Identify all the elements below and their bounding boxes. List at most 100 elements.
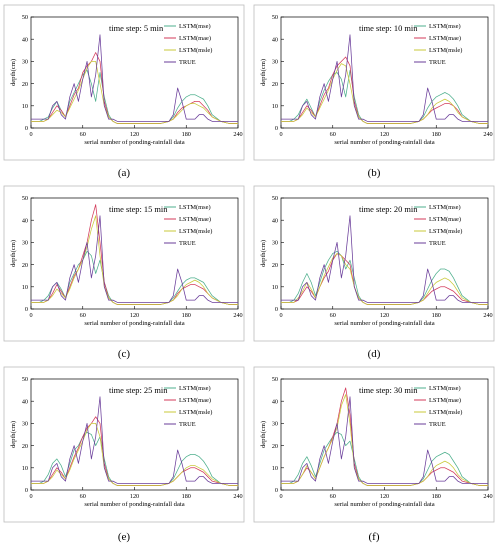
x-axis-label: serial number of ponding-rainfall data <box>334 320 434 327</box>
x-tick-label: 60 <box>80 493 86 500</box>
chart-panel: 0 10 20 30 40 50 0 60 120 180 240 serial number of … <box>3 185 245 342</box>
y-axis-label: depth(cm) <box>260 421 267 448</box>
y-axis-label: depth(cm) <box>10 421 17 448</box>
y-tick-label: 10 <box>22 284 28 291</box>
y-tick-label: 0 <box>275 487 278 494</box>
time-step-annotation: time step: 30 min <box>359 386 418 395</box>
legend-entry: LSTM(mse) <box>429 204 461 211</box>
chart-panel: 0 10 20 30 40 50 0 60 120 180 240 serial number of … <box>253 4 495 161</box>
x-tick-label: 60 <box>330 131 336 138</box>
y-tick-label: 20 <box>22 262 28 269</box>
x-tick-label: 120 <box>130 131 139 138</box>
series-line <box>281 215 488 303</box>
y-tick-label: 0 <box>25 125 28 132</box>
legend-entry: LSTM(msle) <box>429 47 462 54</box>
panel-frame <box>3 4 245 161</box>
y-tick-label: 50 <box>22 376 28 383</box>
x-tick-label: 240 <box>483 312 492 319</box>
panel-label: (d) <box>368 348 381 360</box>
x-axis-label: serial number of ponding-rainfall data <box>334 501 434 508</box>
series-group <box>281 387 488 486</box>
legend-entry: LSTM(mse) <box>429 23 461 30</box>
series-line <box>281 396 488 484</box>
x-tick-label: 120 <box>130 312 139 319</box>
y-tick-label: 20 <box>272 262 278 269</box>
series-line <box>31 423 238 486</box>
y-axis-label: depth(cm) <box>260 59 267 86</box>
y-tick-label: 0 <box>275 306 278 313</box>
legend-entry: LSTM(mse) <box>179 204 211 211</box>
legend-entry: TRUE <box>179 240 196 247</box>
series-group <box>281 215 488 305</box>
y-tick-label: 30 <box>22 240 28 247</box>
y-tick-label: 20 <box>22 443 28 450</box>
x-tick-label: 180 <box>432 312 441 319</box>
y-tick-label: 40 <box>22 398 28 405</box>
x-tick-label: 60 <box>330 493 336 500</box>
panel-frame <box>3 366 245 523</box>
x-tick-label: 180 <box>182 131 191 138</box>
series-group <box>31 204 238 305</box>
x-tick-label: 60 <box>80 131 86 138</box>
y-tick-label: 50 <box>272 195 278 202</box>
legend-entry: LSTM(msle) <box>179 409 212 416</box>
y-tick-label: 30 <box>272 240 278 247</box>
series-line <box>31 61 238 124</box>
x-tick-label: 240 <box>233 131 242 138</box>
legend-entry: TRUE <box>179 421 196 428</box>
legend-entry: LSTM(mse) <box>179 23 211 30</box>
y-tick-label: 0 <box>275 125 278 132</box>
x-tick-label: 240 <box>233 493 242 500</box>
panel-label: (b) <box>368 167 381 179</box>
legend-entry: LSTM(msle) <box>429 228 462 235</box>
x-tick-label: 120 <box>380 131 389 138</box>
series-line <box>31 34 238 122</box>
chart-panel: 0 10 20 30 40 50 0 60 120 180 240 serial number of … <box>3 4 245 161</box>
chart-panel: 0 10 20 30 40 50 0 60 120 180 240 serial number of … <box>253 185 495 342</box>
y-tick-label: 10 <box>22 465 28 472</box>
y-tick-label: 40 <box>272 217 278 224</box>
x-axis-label: serial number of ponding-rainfall data <box>334 139 434 146</box>
series-line <box>31 215 238 303</box>
series-line <box>31 396 238 484</box>
x-tick-label: 120 <box>380 493 389 500</box>
y-tick-label: 50 <box>272 376 278 383</box>
panel-label: (c) <box>118 348 131 360</box>
panel-label: (e) <box>118 531 131 543</box>
panel-frame <box>253 4 495 161</box>
y-tick-label: 10 <box>22 103 28 110</box>
x-axis-label: serial number of ponding-rainfall data <box>84 320 184 327</box>
series-group <box>281 34 488 124</box>
x-tick-label: 0 <box>279 312 282 319</box>
x-tick-label: 0 <box>29 493 32 500</box>
time-step-annotation: time step: 25 min <box>109 386 168 395</box>
chart-panel: 0 10 20 30 40 50 0 60 120 180 240 serial number of … <box>253 366 495 523</box>
y-tick-label: 20 <box>22 81 28 88</box>
y-tick-label: 50 <box>22 195 28 202</box>
time-step-annotation: time step: 15 min <box>109 205 168 214</box>
x-tick-label: 120 <box>380 312 389 319</box>
y-tick-label: 50 <box>272 14 278 21</box>
series-group <box>31 34 238 124</box>
legend-entry: TRUE <box>429 59 446 66</box>
series-line <box>281 63 488 124</box>
x-axis-label: serial number of ponding-rainfall data <box>84 139 184 146</box>
legend-entry: LSTM(mae) <box>179 397 211 404</box>
y-tick-label: 0 <box>25 487 28 494</box>
x-tick-label: 240 <box>483 493 492 500</box>
x-axis-label: serial number of ponding-rainfall data <box>84 501 184 508</box>
legend-entry: LSTM(mse) <box>179 385 211 392</box>
y-tick-label: 30 <box>272 421 278 428</box>
legend-entry: LSTM(mae) <box>179 216 211 223</box>
legend-entry: TRUE <box>179 59 196 66</box>
y-axis-label: depth(cm) <box>10 59 17 86</box>
legend-entry: LSTM(msle) <box>179 47 212 54</box>
legend-entry: LSTM(mae) <box>429 35 461 42</box>
x-tick-label: 180 <box>432 131 441 138</box>
legend-entry: LSTM(msle) <box>429 409 462 416</box>
panel-frame <box>253 366 495 523</box>
series-line <box>281 253 488 305</box>
legend-entry: LSTM(mae) <box>429 397 461 404</box>
time-step-annotation: time step: 10 min <box>359 24 418 33</box>
